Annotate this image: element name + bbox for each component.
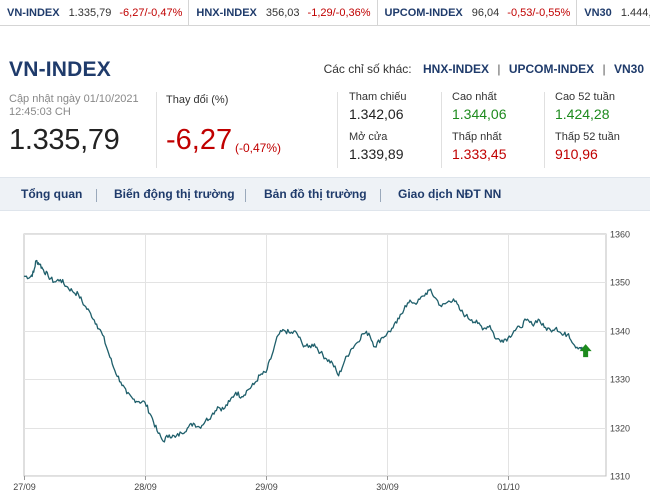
stat-value: 1.333,45 <box>452 146 507 162</box>
stat-value: 1.424,28 <box>555 106 610 122</box>
divider <box>337 92 338 168</box>
tab-overview[interactable]: Tổng quan <box>21 187 83 201</box>
change-percent: (-0,47%) <box>235 141 282 155</box>
x-tick-label: 29/09 <box>255 482 278 492</box>
link-upcom-index[interactable]: UPCOM-INDEX <box>508 62 595 76</box>
ticker-name: VN-INDEX <box>7 7 60 19</box>
stat-value: 1.342,06 <box>349 106 404 122</box>
plot-frame <box>23 233 607 477</box>
ticker-value: 356,03 <box>265 7 300 19</box>
vn-index-series-line <box>23 259 585 443</box>
chart-svg: 1310 1320 1330 1340 1350 1360 27/09 28/09 29/09 3… <box>13 230 630 493</box>
y-tick-label: 1330 <box>610 375 630 385</box>
stat-value: 910,96 <box>555 146 598 162</box>
index-ticker-bar: VN-INDEX 1.335,79 -6,27/-0,47% HNX-INDEX 356… <box>0 0 650 26</box>
stat-low: Thấp nhất 1.333,45 <box>452 131 507 162</box>
stat-open: Mở cửa 1.339,89 <box>349 131 404 162</box>
divider <box>441 92 442 168</box>
ticker-item[interactable]: UPCOM-INDEX 96,04 -0,53/-0,55% <box>378 0 578 25</box>
stat-label: Mở cửa <box>349 131 388 143</box>
stat-value: 1.344,06 <box>452 106 507 122</box>
last-value-up-arrow-icon <box>579 344 592 358</box>
stat-label: Thấp 52 tuần <box>555 131 620 143</box>
update-timestamp: Cập nhật ngày 01/10/2021 12:45:03 CH <box>9 93 139 119</box>
current-index-value: 1.335,79 <box>9 124 120 156</box>
stat-label: Tham chiếu <box>349 91 407 103</box>
intraday-chart: 1310 1320 1330 1340 1350 1360 27/09 28/09 29/09 3… <box>0 226 650 500</box>
stat-reference: Tham chiếu 1.342,06 <box>349 91 406 122</box>
section-tabs: Tổng quan Biến động thị trường Bản đồ th… <box>0 177 650 211</box>
other-indices-nav: Các chỉ số khác: HNX-INDEX | UPCOM-INDEX… <box>324 62 644 76</box>
link-separator: | <box>602 62 606 76</box>
stat-52w-high: Cao 52 tuần 1.424,28 <box>555 91 615 122</box>
link-separator: | <box>497 62 501 76</box>
ticker-change: -1,29/-0,36% <box>307 7 371 19</box>
ticker-name: HNX-INDEX <box>196 7 257 19</box>
stat-high: Cao nhất 1.344,06 <box>452 91 507 122</box>
ticker-value: 1.335,79 <box>68 7 112 19</box>
ticker-name: UPCOM-INDEX <box>384 7 463 19</box>
link-hnx-index[interactable]: HNX-INDEX <box>422 62 489 76</box>
x-tick-label: 01/10 <box>497 482 520 492</box>
stat-label: Cao nhất <box>452 91 497 103</box>
ticker-change: -0,53/-0,55% <box>507 7 571 19</box>
tab-market-movement[interactable]: Biến động thị trường <box>114 187 235 201</box>
tab-separator <box>380 189 381 202</box>
ticker-value: 96,04 <box>471 7 500 19</box>
x-tick-label: 28/09 <box>134 482 157 492</box>
change-value: -6,27 <box>166 124 233 156</box>
tab-separator <box>96 189 97 202</box>
stat-label: Thấp nhất <box>452 131 502 143</box>
update-date: Cập nhật ngày 01/10/2021 <box>9 93 139 105</box>
tab-foreign-trading[interactable]: Giao dịch NĐT NN <box>398 187 502 201</box>
link-vn30[interactable]: VN30 <box>613 62 644 76</box>
ticker-item[interactable]: HNX-INDEX 356,03 -1,29/-0,36% <box>189 0 378 25</box>
page-title: VN-INDEX <box>9 58 111 81</box>
change-label: Thay đổi (%) <box>166 94 229 106</box>
ticker-item[interactable]: VN30 1.444,2 <box>577 0 650 25</box>
other-indices-label: Các chỉ số khác: <box>323 62 412 76</box>
divider <box>156 92 157 168</box>
stat-52w-low: Thấp 52 tuần 910,96 <box>555 131 620 162</box>
tab-separator <box>245 189 246 202</box>
x-tick-label: 27/09 <box>13 482 36 492</box>
ticker-change: -6,27/-0,47% <box>119 7 183 19</box>
ticker-name: VN30 <box>584 7 612 19</box>
y-tick-label: 1320 <box>610 424 630 434</box>
ticker-item[interactable]: VN-INDEX 1.335,79 -6,27/-0,47% <box>0 0 190 25</box>
y-tick-label: 1310 <box>610 472 630 482</box>
y-tick-label: 1350 <box>610 278 630 288</box>
divider <box>544 92 545 168</box>
ticker-value: 1.444,2 <box>620 7 650 19</box>
y-tick-label: 1360 <box>610 230 630 240</box>
x-tick-label: 30/09 <box>376 482 399 492</box>
stat-value: 1.339,89 <box>349 146 404 162</box>
y-tick-label: 1340 <box>610 327 630 337</box>
update-time: 12:45:03 CH <box>9 106 71 118</box>
stat-label: Cao 52 tuần <box>555 91 615 103</box>
tab-market-map[interactable]: Bản đồ thị trường <box>264 187 367 201</box>
